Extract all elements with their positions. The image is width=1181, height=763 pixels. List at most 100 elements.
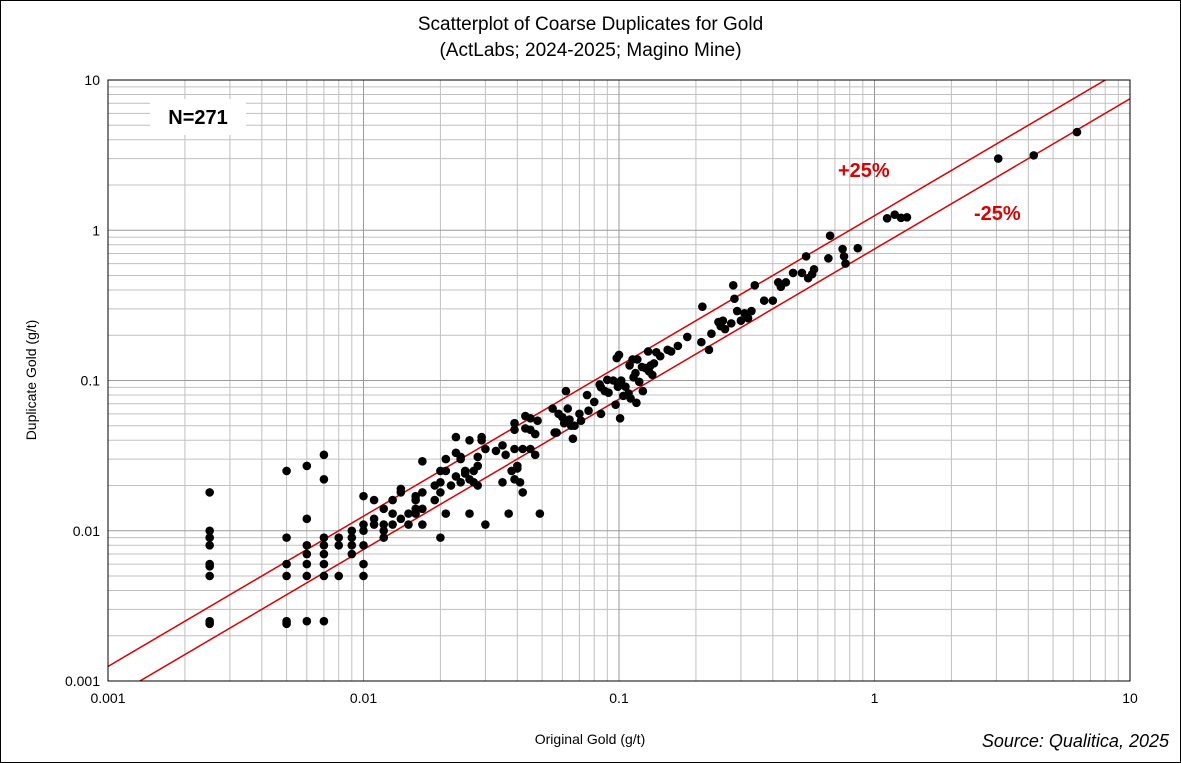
data-point [481, 444, 490, 454]
data-point [302, 559, 312, 569]
data-point [841, 259, 850, 268]
data-point [411, 509, 420, 518]
plot-border [107, 79, 1131, 682]
data-point [634, 377, 644, 387]
data-point [473, 461, 483, 471]
data-point [561, 386, 571, 396]
data-point [334, 571, 344, 581]
data-point [282, 559, 291, 569]
data-point [781, 278, 791, 287]
data-point [530, 429, 540, 439]
data-point [743, 313, 753, 323]
data-point [436, 533, 445, 542]
data-point [882, 214, 892, 223]
data-point [626, 394, 635, 403]
data-point [347, 541, 357, 550]
data-point [282, 533, 291, 542]
data-point [205, 533, 214, 542]
data-point [510, 444, 519, 454]
data-point [609, 376, 618, 385]
data-point [404, 520, 413, 529]
y-tick-label: 1 [92, 222, 100, 238]
data-point [379, 520, 389, 529]
plus-25-label: +25% [838, 160, 890, 182]
data-point [446, 481, 456, 490]
data-point [824, 254, 833, 263]
data-point [369, 495, 379, 505]
data-point [582, 390, 592, 400]
data-point [347, 526, 357, 536]
data-point [473, 481, 483, 490]
y-tick-label: 0.1 [81, 373, 101, 389]
data-point [526, 444, 535, 454]
data-point [347, 533, 357, 542]
data-point [205, 488, 214, 497]
data-point [510, 425, 519, 435]
data-point [302, 541, 312, 550]
chart-subtitle: (ActLabs; 2024-2025; Magino Mine) [439, 40, 742, 61]
data-point [788, 268, 798, 278]
data-point [563, 404, 573, 413]
data-point [759, 296, 769, 305]
data-point [388, 520, 397, 529]
data-point [698, 302, 707, 311]
data-point [418, 488, 427, 497]
data-point [302, 514, 312, 524]
data-point [404, 509, 413, 518]
data-point [465, 435, 474, 445]
data-point [501, 450, 510, 460]
data-point [518, 488, 528, 497]
data-point [388, 509, 397, 518]
data-point [611, 400, 620, 410]
data-point [736, 316, 746, 326]
data-point [411, 495, 420, 505]
x-axis-label: Original Gold (g/t) [534, 731, 646, 747]
data-point [379, 504, 389, 514]
data-point [319, 533, 329, 542]
data-point [615, 414, 625, 423]
data-point [451, 432, 461, 442]
data-point [604, 388, 613, 397]
data-point [379, 533, 389, 542]
data-point [359, 520, 368, 529]
data-point [697, 337, 706, 347]
data-point [319, 541, 329, 550]
data-point [513, 464, 522, 473]
data-point [334, 541, 344, 550]
data-point [510, 418, 519, 428]
data-point [682, 332, 692, 342]
data-point [441, 466, 451, 476]
data-point [649, 359, 659, 368]
data-point [584, 406, 593, 415]
data-point [535, 509, 545, 518]
data-point [589, 397, 599, 407]
data-point [319, 450, 329, 460]
data-point [632, 398, 641, 408]
data-point [451, 472, 461, 481]
data-point [430, 495, 440, 505]
data-point [477, 435, 486, 445]
data-point [369, 520, 379, 529]
data-point [396, 514, 406, 524]
data-point [282, 571, 291, 581]
data-point [456, 454, 465, 464]
data-point [319, 549, 329, 559]
data-point [570, 421, 579, 431]
x-tick-label: 1 [871, 690, 879, 706]
data-point [359, 541, 368, 550]
data-point [768, 296, 778, 305]
data-point [655, 351, 665, 361]
data-point [396, 488, 406, 497]
data-point [481, 520, 490, 529]
data-point [498, 441, 507, 450]
data-point [568, 434, 578, 443]
data-point [205, 526, 214, 536]
data-point [498, 478, 507, 487]
data-point [548, 404, 557, 413]
data-point [319, 616, 329, 626]
data-point [359, 526, 368, 536]
x-tick-label: 10 [1122, 690, 1138, 706]
data-point [809, 264, 819, 274]
minus-25-label: -25% [974, 203, 1021, 225]
data-point [465, 509, 474, 518]
